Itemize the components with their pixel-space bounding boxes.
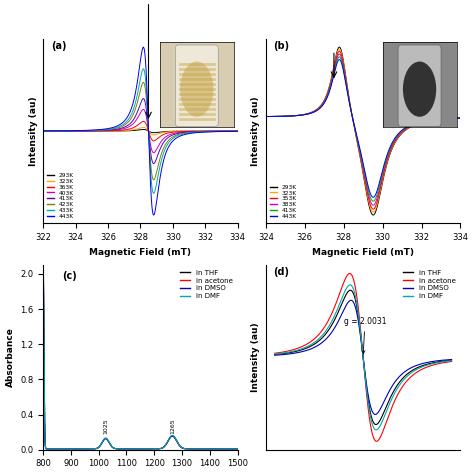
- Y-axis label: Absorbance: Absorbance: [6, 328, 15, 387]
- Y-axis label: Intensity (au): Intensity (au): [251, 323, 260, 392]
- Y-axis label: Intensity (au): Intensity (au): [251, 96, 260, 166]
- Text: (a): (a): [51, 41, 66, 51]
- Legend: in THF, in acetone, in DMSO, in DMF: in THF, in acetone, in DMSO, in DMF: [179, 268, 234, 301]
- Text: 1025: 1025: [103, 418, 108, 434]
- X-axis label: Magnetic Field (mT): Magnetic Field (mT): [312, 248, 414, 257]
- Legend: 293K, 323K, 353K, 383K, 413K, 443K: 293K, 323K, 353K, 383K, 413K, 443K: [269, 183, 298, 220]
- X-axis label: Magnetic Field (mT): Magnetic Field (mT): [90, 248, 191, 257]
- Text: 1265: 1265: [170, 418, 175, 434]
- Legend: 293K, 323K, 363K, 403K, 413K, 423K, 433K, 443K: 293K, 323K, 363K, 403K, 413K, 423K, 433K…: [46, 172, 75, 220]
- Legend: in THF, in acetone, in DMSO, in DMF: in THF, in acetone, in DMSO, in DMF: [401, 268, 457, 301]
- Text: (d): (d): [273, 267, 290, 277]
- Text: (b): (b): [273, 41, 290, 51]
- Text: g = 2.0031: g = 2.0031: [344, 317, 386, 354]
- Text: (c): (c): [63, 271, 77, 281]
- Y-axis label: Intensity (au): Intensity (au): [28, 96, 37, 166]
